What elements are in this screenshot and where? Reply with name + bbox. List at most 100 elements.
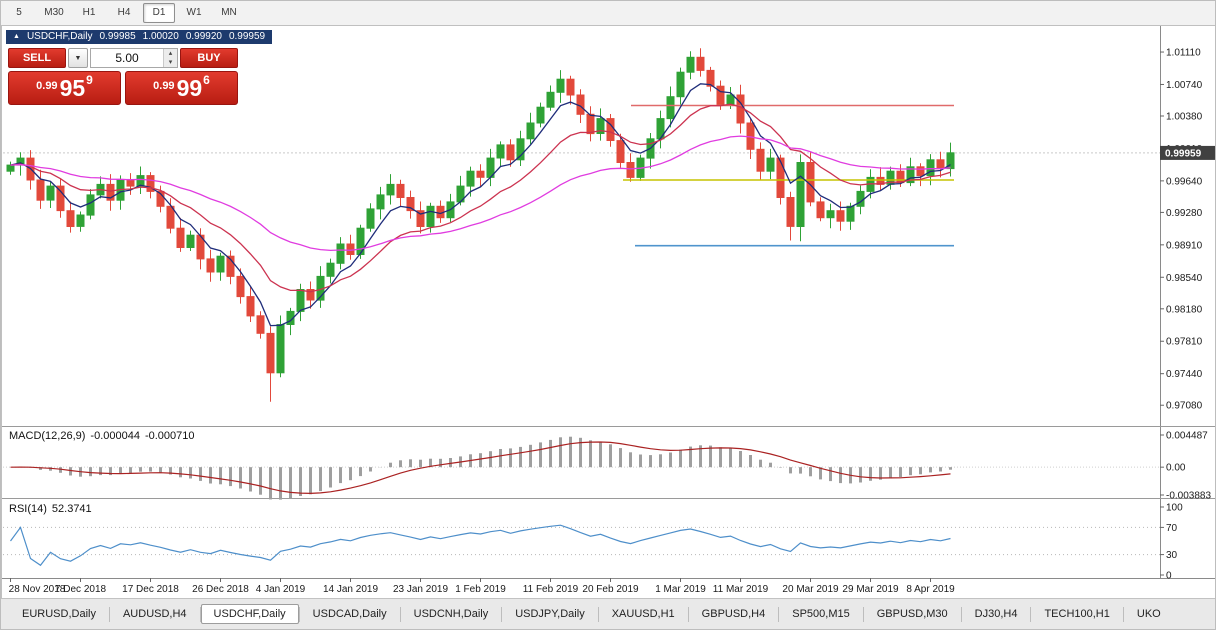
current-price-text: 0.99959 (1165, 148, 1202, 159)
chart-tab-GBPUSD,H4[interactable]: GBPUSD,H4 (701, 608, 766, 620)
volume-field: ▴ ▾ (90, 48, 178, 68)
chart-tab-DJ30,H4[interactable]: DJ30,H4 (974, 608, 1018, 620)
ohlc-open: 0.99985 (99, 31, 136, 42)
timeframe-button-H4[interactable]: H4 (117, 7, 131, 18)
price-axis-label: 0.99640 (1166, 176, 1203, 187)
up-triangle-icon: ▲ (13, 33, 20, 40)
macd-name: MACD(12,26,9) (9, 430, 86, 442)
buy-price-button[interactable]: 0.99 99 6 (125, 71, 238, 105)
tab-separator (1122, 606, 1124, 622)
macd-main-value: -0.000044 (90, 430, 140, 442)
date-axis-label: 11 Feb 2019 (523, 584, 579, 595)
rsi-axis-label: 0 (1166, 571, 1172, 582)
chart-ohlc-header: ▲ USDCHF,Daily 0.99985 1.00020 0.99920 0… (6, 30, 273, 44)
buy-price-sup: 6 (203, 73, 210, 87)
moving-average-line (10, 103, 951, 293)
chart-tab-SP500,M15[interactable]: SP500,M15 (792, 608, 850, 620)
date-axis-label: 4 Jan 2019 (256, 584, 306, 595)
chart-symbol: USDCHF,Daily (26, 31, 93, 42)
date-axis-label: 28 Nov 2018 (9, 584, 66, 595)
trade-panel-price-row: 0.99 95 9 0.99 99 6 (8, 71, 238, 105)
price-axis-label: 0.97080 (1166, 401, 1203, 412)
buy-price-big: 99 (176, 75, 203, 101)
date-axis-label: 20 Mar 2019 (782, 584, 839, 595)
rsi-axis-label: 30 (1166, 550, 1178, 561)
macd-axis-label: 0.00 (1166, 463, 1186, 474)
rsi-value: 52.3741 (51, 503, 92, 515)
sell-button[interactable]: SELL (8, 48, 66, 68)
date-axis-label: 7 Dec 2018 (55, 584, 107, 595)
rsi-indicator-label: RSI(14) 52.3741 (9, 503, 92, 515)
tab-separator (960, 606, 962, 622)
price-axis-label: 0.98180 (1166, 304, 1203, 315)
buy-button[interactable]: BUY (180, 48, 238, 68)
timeframe-button-D1[interactable]: D1 (143, 3, 175, 23)
chart-tab-GBPUSD,M30[interactable]: GBPUSD,M30 (876, 608, 948, 620)
volume-increase-button[interactable]: ▴ (164, 49, 177, 58)
timeframe-button-H1[interactable]: H1 (82, 7, 96, 18)
tab-separator (687, 606, 689, 622)
chevron-down-icon: ▾ (168, 58, 173, 66)
date-axis-label: 11 Mar 2019 (713, 584, 769, 595)
date-axis-label: 1 Mar 2019 (655, 584, 706, 595)
price-axis-label: 1.00740 (1166, 80, 1203, 91)
chart-tab-bar: EURUSD,Daily AUDUSD,H4 USDCHF,Daily USDCAD,… (1, 598, 1215, 629)
price-axis-label: 0.98910 (1166, 240, 1203, 251)
trade-panel-top-row: SELL ▼ ▴ ▾ BUY (8, 48, 238, 68)
sell-price-big: 95 (59, 75, 86, 101)
rsi-line (10, 524, 951, 567)
volume-dropdown-button[interactable]: ▼ (68, 48, 88, 68)
current-price-badge (1160, 145, 1215, 160)
rsi-layer: 100 70 30 0 (3, 503, 1183, 582)
macd-signal-line (10, 441, 951, 495)
chart-tab-UKO[interactable]: UKO (1136, 608, 1161, 620)
chevron-down-icon: ▼ (74, 54, 82, 62)
price-axis-label: 1.00380 (1166, 112, 1203, 123)
tab-separator (1030, 606, 1032, 622)
macd-axis-label: -0.003883 (1166, 491, 1211, 502)
timeframe-button-5[interactable]: 5 (16, 7, 22, 18)
chart-canvas[interactable]: 1.011101.007401.003801.000100.996400.992… (1, 25, 1216, 601)
price-axis-label: 0.97810 (1166, 337, 1203, 348)
chart-tab-USDCNH,Daily[interactable]: USDCNH,Daily (413, 608, 489, 620)
date-axis-label: 17 Dec 2018 (122, 584, 179, 595)
chart-tab-TECH100,H1[interactable]: TECH100,H1 (1044, 608, 1110, 620)
chart-tab-XAUUSD,H1[interactable]: XAUUSD,H1 (611, 608, 675, 620)
date-axis-label: 20 Feb 2019 (582, 584, 639, 595)
chart-tab-USDCHF,Daily[interactable]: USDCHF,Daily (200, 604, 299, 624)
rsi-axis-label: 100 (1166, 503, 1183, 514)
chart-window: 1.011101.007401.003801.000100.996400.992… (1, 25, 1216, 601)
tab-separator (862, 606, 864, 622)
timeframe-button-M30[interactable]: M30 (44, 7, 64, 18)
moving-average-line (10, 83, 951, 327)
tab-separator (399, 606, 401, 622)
tab-separator (597, 606, 599, 622)
tab-separator (501, 606, 503, 622)
buy-price-prefix: 0.99 (153, 80, 175, 92)
tab-separator (778, 606, 780, 622)
date-axis-label: 23 Jan 2019 (393, 584, 448, 595)
date-axis-label: 1 Feb 2019 (455, 584, 506, 595)
sell-price-button[interactable]: 0.99 95 9 (8, 71, 121, 105)
timeframe-button-W1[interactable]: W1 (186, 7, 202, 18)
moving-averages-layer (10, 83, 951, 327)
volume-spinner: ▴ ▾ (163, 49, 177, 67)
price-axis-label: 0.97440 (1166, 369, 1203, 380)
tab-separator (108, 606, 110, 622)
rsi-axis-label: 70 (1166, 523, 1178, 534)
date-axis-label: 26 Dec 2018 (192, 584, 249, 595)
macd-indicator-label: MACD(12,26,9) -0.000044 -0.000710 (9, 430, 195, 442)
date-axis-label: 8 Apr 2019 (906, 584, 955, 595)
price-axis-label: 0.99280 (1166, 208, 1203, 219)
volume-input[interactable] (91, 49, 163, 67)
chart-tab-EURUSD,Daily[interactable]: EURUSD,Daily (22, 608, 96, 620)
volume-decrease-button[interactable]: ▾ (164, 58, 177, 67)
timeframe-button-MN[interactable]: MN (221, 7, 237, 18)
ohlc-high: 1.00020 (142, 31, 179, 42)
chart-tab-AUDUSD,H4[interactable]: AUDUSD,H4 (122, 608, 187, 620)
chart-tab-USDJPY,Daily[interactable]: USDJPY,Daily (515, 608, 585, 620)
chart-tab-USDCAD,Daily[interactable]: USDCAD,Daily (312, 608, 387, 620)
tab-separator (199, 606, 201, 622)
